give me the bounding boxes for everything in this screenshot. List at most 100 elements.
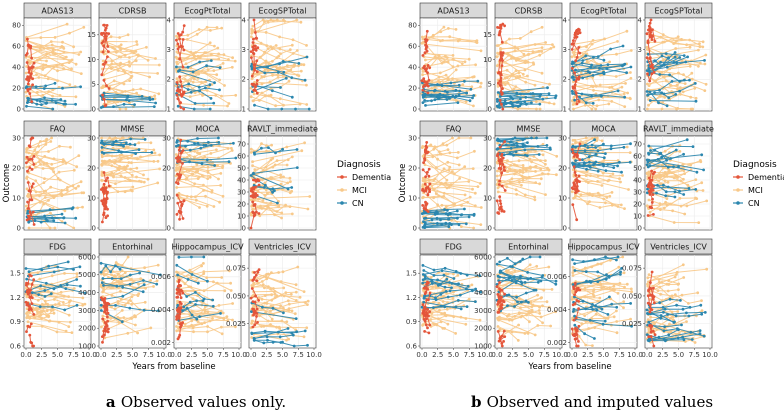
series-dementia bbox=[175, 138, 186, 221]
trajectory-point bbox=[175, 181, 178, 184]
y-tick-label: 4 bbox=[242, 16, 247, 24]
y-tick-label: 4000 bbox=[78, 289, 96, 297]
y-tick-label: 0 bbox=[563, 224, 567, 232]
trajectory-line bbox=[104, 186, 133, 189]
trajectory-point bbox=[209, 59, 213, 62]
trajectory-point bbox=[425, 45, 429, 48]
trajectory-point bbox=[79, 50, 83, 54]
trajectory-point bbox=[77, 184, 80, 188]
trajectory-point bbox=[77, 53, 81, 56]
trajectory-point bbox=[220, 26, 224, 30]
trajectory-point bbox=[42, 181, 46, 185]
trajectory-point bbox=[256, 189, 260, 193]
trajectory-point bbox=[623, 207, 626, 211]
trajectory-point bbox=[194, 51, 198, 54]
trajectory-point bbox=[534, 100, 538, 103]
trajectory-line bbox=[175, 163, 183, 183]
trajectory-point bbox=[514, 188, 518, 192]
trajectory-point bbox=[457, 136, 461, 140]
y-tick-label: 20 bbox=[237, 200, 246, 208]
trajectory-point bbox=[433, 211, 437, 215]
trajectory-point bbox=[498, 145, 502, 149]
y-tick-label: 50 bbox=[237, 164, 246, 172]
y-tick-label: 40 bbox=[408, 64, 417, 72]
trajectory-point bbox=[139, 155, 142, 159]
trajectory-line bbox=[177, 52, 196, 65]
trajectory-point bbox=[292, 344, 296, 348]
trajectory-point bbox=[540, 50, 544, 53]
trajectory-point bbox=[47, 150, 50, 153]
trajectory-point bbox=[208, 41, 212, 45]
trajectory-point bbox=[117, 45, 121, 49]
trajectory-point bbox=[65, 283, 69, 287]
trajectory-line bbox=[28, 98, 66, 102]
trajectory-line bbox=[176, 157, 215, 166]
trajectory-point bbox=[251, 191, 255, 194]
trajectory-point bbox=[58, 144, 61, 148]
trajectory-point bbox=[668, 73, 671, 77]
trajectory-point bbox=[588, 200, 591, 204]
trajectory-point bbox=[43, 96, 46, 100]
trajectory-point bbox=[508, 168, 512, 172]
trajectory-point bbox=[231, 318, 234, 322]
facet-strip-label: EcogPtTotal bbox=[184, 7, 230, 16]
trajectory-point bbox=[537, 153, 541, 156]
trajectory-point bbox=[659, 182, 662, 186]
trajectory-point bbox=[594, 160, 598, 164]
trajectory-point bbox=[469, 87, 473, 91]
trajectory-point bbox=[205, 89, 209, 92]
trajectory-point bbox=[250, 322, 254, 325]
trajectory-point bbox=[101, 317, 105, 321]
trajectory-point bbox=[264, 61, 268, 64]
trajectory-point bbox=[208, 175, 212, 179]
trajectory-point bbox=[26, 82, 30, 86]
trajectory-point bbox=[252, 48, 256, 51]
trajectory-point bbox=[255, 312, 259, 315]
trajectory-point bbox=[119, 290, 122, 293]
trajectory-point bbox=[625, 71, 628, 75]
trajectory-point bbox=[701, 189, 705, 192]
trajectory-line bbox=[424, 142, 428, 159]
trajectory-point bbox=[48, 319, 52, 323]
trajectory-point bbox=[508, 37, 511, 41]
trajectory-point bbox=[233, 59, 237, 63]
trajectory-point bbox=[497, 212, 501, 215]
trajectory-point bbox=[455, 156, 459, 160]
trajectory-point bbox=[104, 26, 108, 30]
trajectory-point bbox=[600, 94, 603, 98]
trajectory-point bbox=[498, 207, 501, 211]
trajectory-line bbox=[26, 86, 81, 90]
trajectory-point bbox=[139, 87, 143, 91]
trajectory-point bbox=[454, 68, 458, 72]
trajectory-point bbox=[37, 144, 41, 148]
trajectory-point bbox=[234, 325, 237, 329]
y-tick-label: 30 bbox=[483, 134, 492, 142]
trajectory-point bbox=[599, 73, 602, 77]
trajectory-point bbox=[114, 139, 118, 143]
trajectory-point bbox=[26, 212, 29, 215]
trajectory-point bbox=[257, 179, 261, 183]
trajectory-point bbox=[102, 213, 105, 217]
trajectory-point bbox=[575, 102, 579, 106]
trajectory-point bbox=[594, 153, 598, 156]
trajectory-point bbox=[176, 201, 180, 205]
trajectory-point bbox=[102, 62, 105, 66]
trajectory-point bbox=[59, 98, 63, 101]
trajectory-point bbox=[472, 104, 475, 108]
trajectory-point bbox=[602, 197, 606, 201]
trajectory-point bbox=[579, 140, 583, 144]
trajectory-point bbox=[270, 317, 274, 321]
trajectory-point bbox=[253, 309, 257, 313]
trajectory-point bbox=[456, 64, 460, 68]
trajectory-point bbox=[683, 78, 686, 82]
trajectory-point bbox=[282, 311, 285, 315]
trajectory-point bbox=[65, 22, 69, 26]
trajectory-point bbox=[538, 102, 542, 106]
y-tick-label: 10 bbox=[483, 56, 492, 64]
trajectory-point bbox=[102, 299, 106, 303]
trajectory-point bbox=[422, 217, 426, 220]
trajectory-point bbox=[74, 62, 78, 66]
trajectory-point bbox=[647, 84, 651, 87]
trajectory-point bbox=[218, 88, 221, 92]
trajectory-point bbox=[579, 71, 583, 75]
